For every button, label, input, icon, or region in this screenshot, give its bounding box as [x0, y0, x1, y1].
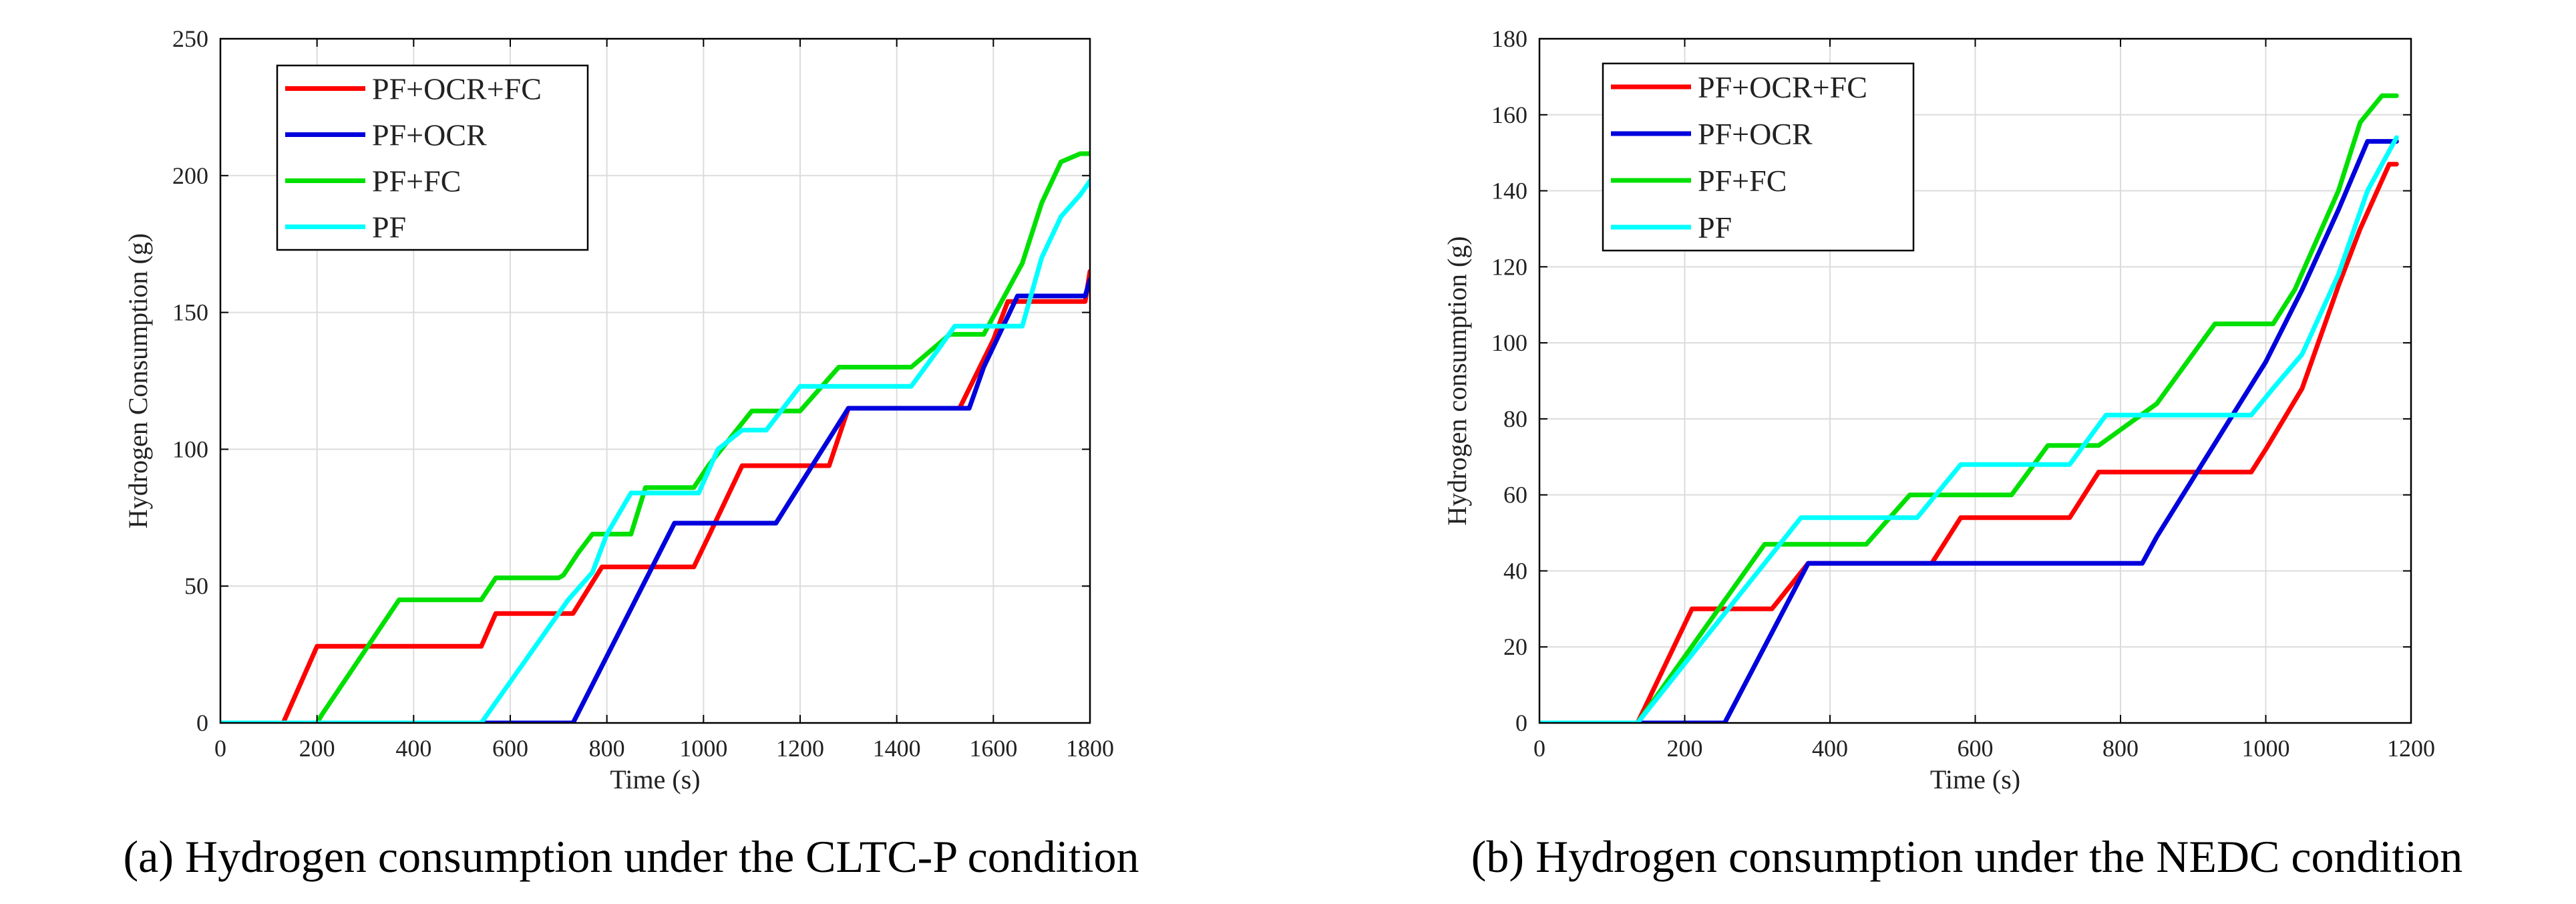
tick-marks: 0 200 400 600 800 1000 1200 1400 1600 1800 0 50 100 1… [172, 25, 1114, 762]
y-axis-label: Hydrogen consumption (g) [1442, 236, 1472, 525]
caption-a: (a) Hydrogen consumption under the CLTC-… [124, 831, 1139, 882]
legend-label: PF+OCR+FC [1698, 70, 1867, 104]
x-tick-label: 1400 [873, 735, 921, 762]
y-tick-label: 160 [1491, 102, 1527, 128]
x-tick-label: 600 [1958, 735, 1994, 762]
y-tick-label: 200 [172, 162, 208, 189]
legend-label: PF [1698, 210, 1732, 245]
x-axis-label: Time (s) [610, 764, 700, 794]
series-line-pf-ocr-fc [220, 269, 1090, 723]
x-tick-label: 1000 [2242, 735, 2290, 762]
legend-label: PF+OCR [1698, 117, 1813, 151]
y-tick-label: 250 [172, 25, 208, 52]
series-line-pf-ocr [1539, 139, 2399, 723]
x-tick-label: 1800 [1066, 735, 1114, 762]
x-tick-label: 200 [1667, 735, 1703, 762]
tick-marks: 0 200 400 600 800 1000 1200 0 20 40 60 80 100 120 140 1… [1491, 25, 2435, 762]
x-tick-label: 1200 [776, 735, 824, 762]
series-line-pf-ocr [220, 277, 1090, 723]
series-line-pf-ocr-fc [1539, 162, 2399, 723]
y-tick-label: 100 [1491, 329, 1527, 356]
y-tick-label: 0 [1515, 710, 1527, 736]
legend-label: PF+FC [372, 164, 461, 198]
y-axis-label: Hydrogen Consumption (g) [123, 233, 153, 529]
x-tick-label: 200 [299, 735, 335, 762]
legend-box [1602, 62, 1915, 252]
y-tick-label: 0 [196, 710, 208, 736]
x-tick-label: 600 [492, 735, 528, 762]
y-tick-label: 50 [184, 573, 208, 599]
y-tick-label: 20 [1503, 633, 1527, 660]
y-tick-label: 150 [172, 299, 208, 326]
legend-label: PF+OCR+FC [372, 72, 542, 106]
x-tick-label: 400 [395, 735, 431, 762]
series-group [220, 151, 1090, 723]
series-line-pf [1539, 135, 2399, 723]
plot-frame [219, 37, 1091, 724]
x-tick-label: 800 [2102, 735, 2139, 762]
legend-label: PF [372, 210, 406, 245]
legend-box [276, 64, 589, 251]
series-line-pf-fc [1539, 93, 2399, 723]
legend: PF+OCR+FC PF+OCR PF+FC PF [1602, 62, 1915, 252]
x-tick-label: 800 [589, 735, 625, 762]
y-tick-label: 120 [1491, 253, 1527, 280]
x-tick-label: 1600 [969, 735, 1017, 762]
legend-label: PF+OCR [372, 118, 487, 152]
chart-panel-a: 0 200 400 600 800 1000 1200 1400 1600 1800 0 50 100 1… [123, 25, 1139, 882]
x-tick-label: 400 [1812, 735, 1848, 762]
x-tick-label: 1200 [2387, 735, 2435, 762]
chart-panel-b: 0 200 400 600 800 1000 1200 0 20 40 60 80 100 120 140 1… [1442, 25, 2462, 882]
y-tick-label: 100 [172, 436, 208, 462]
x-tick-label: 0 [1533, 735, 1545, 762]
y-tick-label: 40 [1503, 557, 1527, 584]
series-line-pf-fc [220, 151, 1090, 723]
y-tick-label: 80 [1503, 406, 1527, 432]
y-tick-label: 60 [1503, 482, 1527, 508]
series-line-pf [220, 178, 1090, 723]
legend: PF+OCR+FC PF+OCR PF+FC PF [276, 64, 589, 251]
y-tick-label: 140 [1491, 178, 1527, 204]
legend-label: PF+FC [1698, 164, 1787, 198]
series-group [1539, 93, 2399, 723]
x-tick-label: 0 [214, 735, 226, 762]
caption-b: (b) Hydrogen consumption under the NEDC … [1471, 831, 2462, 882]
x-axis-label: Time (s) [1930, 764, 2020, 794]
x-tick-label: 1000 [679, 735, 727, 762]
y-tick-label: 180 [1491, 25, 1527, 52]
